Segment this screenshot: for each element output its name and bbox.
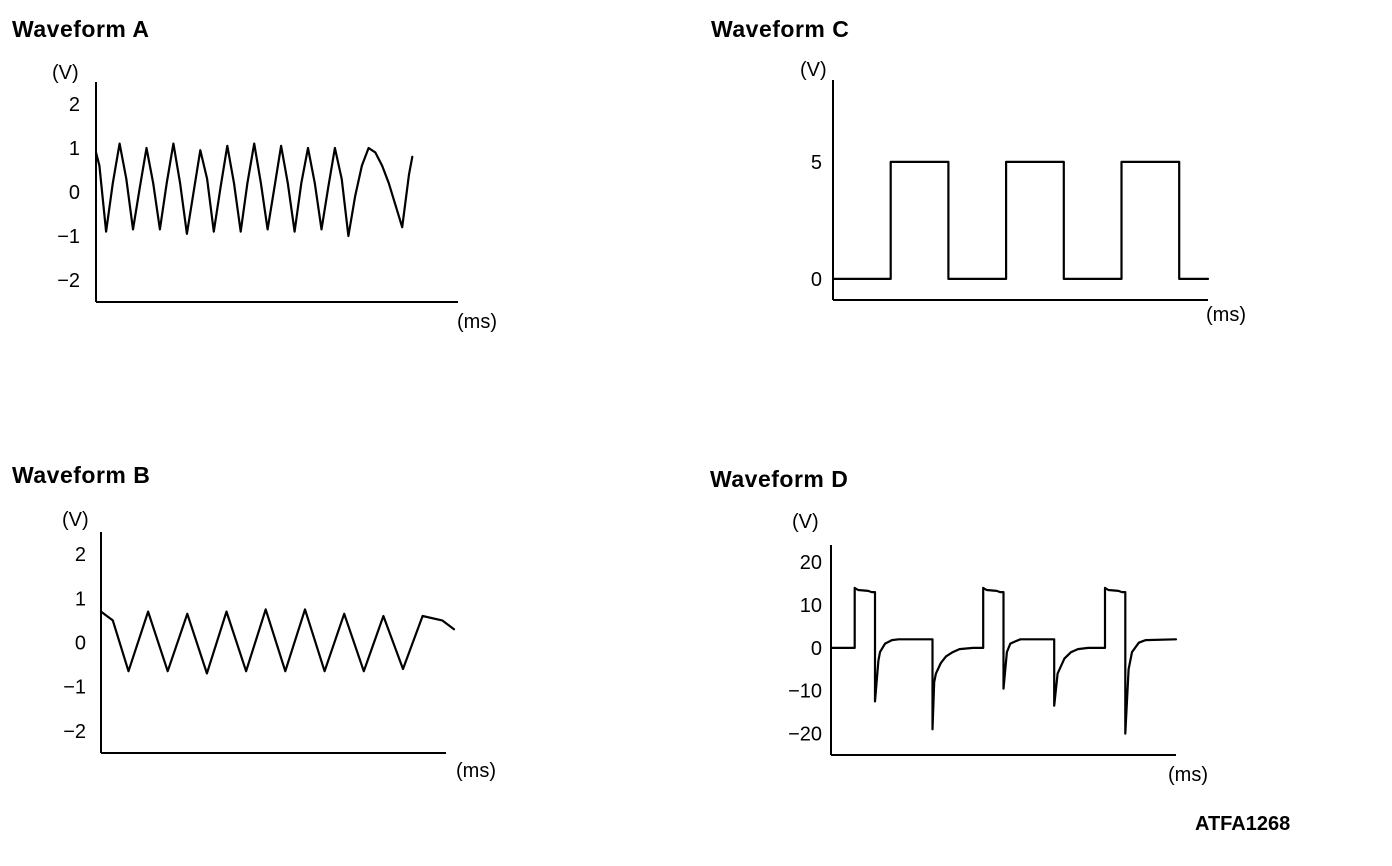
waveform-a-x-axis-label: (ms) <box>457 311 497 333</box>
waveform-c-y-tick-label: 0 <box>811 269 822 291</box>
waveform-d-y-tick-label: −20 <box>788 724 822 746</box>
waveform-a-trace <box>94 142 414 238</box>
waveform-c-y-axis-label: (V) <box>800 59 827 81</box>
waveform-a-y-tick-label: 2 <box>69 94 80 116</box>
waveform-b-y-tick-label: −2 <box>63 721 86 743</box>
waveform-b-y-tick-label: −1 <box>63 677 86 699</box>
waveform-d-y-tick-label: −10 <box>788 681 822 703</box>
waveform-c-trace <box>831 160 1210 280</box>
waveform-d-title: Waveform D <box>710 466 849 492</box>
waveform-d-y-tick-label: 10 <box>800 595 822 617</box>
waveform-a-y-tick-label: −2 <box>57 270 80 292</box>
waveform-d-y-axis-label: (V) <box>792 511 819 533</box>
waveform-c-x-axis-label: (ms) <box>1206 304 1246 326</box>
waveform-b-title: Waveform B <box>12 462 151 488</box>
waveform-d-y-tick-label: 0 <box>811 638 822 660</box>
waveform-b-y-axis-label: (V) <box>62 509 89 531</box>
waveform-b-x-axis-label: (ms) <box>456 760 496 782</box>
waveform-d-y-tick-label: 20 <box>800 552 822 574</box>
waveform-a-y-axis-label: (V) <box>52 62 79 84</box>
waveform-d-x-axis-label: (ms) <box>1168 764 1208 786</box>
waveform-c-y-tick-label: 5 <box>811 152 822 174</box>
waveform-b-y-tick-label: 1 <box>75 588 86 610</box>
waveform-b-y-tick-label: 2 <box>75 544 86 566</box>
waveform-b-trace <box>99 608 456 675</box>
waveform-a-y-tick-label: 1 <box>69 138 80 160</box>
waveform-c-title: Waveform C <box>711 16 850 42</box>
waveform-a-y-tick-label: −1 <box>57 226 80 248</box>
waveform-a-y-tick-label: 0 <box>69 182 80 204</box>
waveform-a-title: Waveform A <box>12 16 150 42</box>
figure-code: ATFA1268 <box>1195 813 1291 835</box>
waveform-d-trace <box>829 586 1178 735</box>
waveform-b-y-tick-label: 0 <box>75 633 86 655</box>
